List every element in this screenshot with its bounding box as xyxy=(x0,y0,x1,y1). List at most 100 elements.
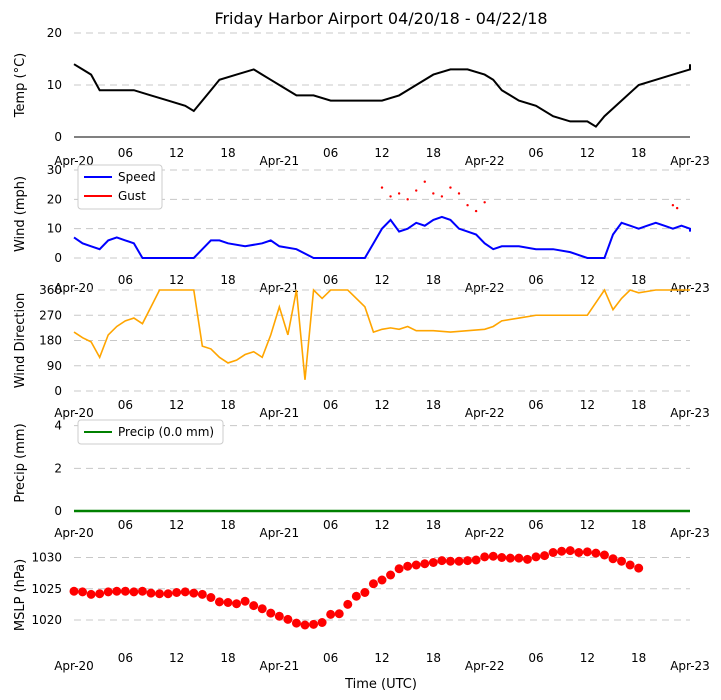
mslp-point xyxy=(146,588,156,598)
mslp-point xyxy=(522,554,532,564)
x-tick-label: 12 xyxy=(580,398,595,412)
mslp-point xyxy=(326,609,336,619)
gust-point xyxy=(415,189,418,192)
y-axis-label: Precip (mm) xyxy=(13,423,28,502)
y-axis-label: Wind Direction xyxy=(13,293,28,389)
mslp-point xyxy=(488,551,498,561)
y-tick-label: 180 xyxy=(39,334,62,348)
x-tick-label: 06 xyxy=(528,651,543,665)
x-tick-label: 06 xyxy=(118,273,133,287)
gust-point xyxy=(380,186,384,189)
x-tick-label: Apr-21 xyxy=(260,659,300,673)
x-tick-label: 06 xyxy=(528,398,543,412)
x-tick-label: 06 xyxy=(323,651,338,665)
y-axis-label: MSLP (hPa) xyxy=(13,559,28,631)
gust-point xyxy=(466,204,469,207)
mslp-point xyxy=(120,586,130,596)
precip-legend: Precip (0.0 mm) xyxy=(77,419,224,445)
x-tick-label: 18 xyxy=(631,518,646,532)
y-tick-label: 30 xyxy=(47,163,62,177)
y-tick-label: 10 xyxy=(47,78,62,92)
x-axis-label: Time (UTC) xyxy=(344,677,417,692)
x-tick-label: Apr-23 xyxy=(670,526,710,540)
mslp-point xyxy=(582,547,592,557)
mslp-point xyxy=(343,599,353,609)
panel-precip: 0 2 4 Precip (mm) Apr-20 06 12 18 Apr-21 06 12 18 Ap… xyxy=(13,419,710,540)
x-tick-label: 12 xyxy=(169,518,184,532)
gust-point xyxy=(389,195,392,198)
x-tick-label: 12 xyxy=(580,146,595,160)
gust-point xyxy=(432,192,435,195)
mslp-point xyxy=(189,588,199,598)
x-tick-label: 18 xyxy=(426,518,441,532)
mslp-point xyxy=(454,556,464,566)
gust-point xyxy=(483,201,486,204)
x-tick-label: 06 xyxy=(118,518,133,532)
mslp-point xyxy=(599,550,609,560)
mslp-point xyxy=(197,589,207,599)
y-axis-label: Wind (mph) xyxy=(13,176,28,252)
mslp-point xyxy=(334,609,344,619)
x-tick-label: 12 xyxy=(374,273,389,287)
gust-point xyxy=(423,180,426,183)
mslp-point xyxy=(634,563,644,573)
x-tick-label: 12 xyxy=(169,273,184,287)
x-tick-label: Apr-22 xyxy=(465,406,505,420)
mslp-point xyxy=(214,597,224,607)
x-tick-label: 06 xyxy=(323,146,338,160)
y-tick-label: 1020 xyxy=(31,613,62,627)
mslp-point xyxy=(514,553,524,563)
x-tick-label: Apr-21 xyxy=(260,526,300,540)
y-tick-label: 20 xyxy=(47,26,62,40)
x-tick-label: Apr-21 xyxy=(260,281,300,295)
mslp-point xyxy=(351,591,361,601)
x-tick-label: 12 xyxy=(580,273,595,287)
x-tick-label: Apr-21 xyxy=(260,154,300,168)
mslp-point xyxy=(591,548,601,558)
mslp-point xyxy=(86,589,96,599)
x-tick-label: 06 xyxy=(118,651,133,665)
mslp-point xyxy=(377,575,387,585)
mslp-point xyxy=(428,558,438,567)
mslp-point xyxy=(129,587,139,597)
x-tick-label: Apr-23 xyxy=(670,406,710,420)
x-tick-label: 18 xyxy=(220,398,235,412)
x-tick-label: 18 xyxy=(426,398,441,412)
y-tick-label: 360 xyxy=(39,283,62,297)
gust-point xyxy=(675,206,679,210)
x-tick-label: 12 xyxy=(169,398,184,412)
y-tick-label: 270 xyxy=(39,308,62,322)
mslp-point xyxy=(411,560,421,570)
x-tick-label: Apr-23 xyxy=(670,659,710,673)
x-tick-label: Apr-22 xyxy=(465,154,505,168)
x-tick-label: 18 xyxy=(220,146,235,160)
x-tick-label: 12 xyxy=(374,398,389,412)
panel-direction: 0 90 180 270 360 Wind Direction Apr-20 06 12 18 Ap… xyxy=(13,283,710,420)
x-tick-label: 06 xyxy=(528,518,543,532)
y-tick-label: 90 xyxy=(47,359,62,373)
mslp-point xyxy=(257,604,267,614)
gust-point xyxy=(449,186,452,189)
mslp-point xyxy=(505,553,515,563)
mslp-point xyxy=(463,556,473,566)
mslp-point xyxy=(291,618,301,628)
mslp-point xyxy=(309,619,319,629)
mslp-point xyxy=(232,599,242,609)
chart-title: Friday Harbor Airport 04/20/18 - 04/22/1… xyxy=(214,9,547,28)
mslp-point xyxy=(437,556,447,566)
x-tick-label: Apr-20 xyxy=(54,526,94,540)
x-tick-label: 18 xyxy=(220,518,235,532)
legend-speed-label: Speed xyxy=(118,170,156,184)
mslp-point xyxy=(360,588,370,597)
mslp-point xyxy=(608,554,618,564)
mslp-point xyxy=(69,586,79,596)
panel-wind: 0 10 20 30 Wind (mph) Apr-20 06 12 18 Apr-21 06 12 1… xyxy=(13,163,710,295)
y-tick-label: 20 xyxy=(47,192,62,206)
x-tick-label: 18 xyxy=(631,273,646,287)
gust-point xyxy=(671,204,675,207)
x-tick-label: 12 xyxy=(374,651,389,665)
x-tick-label: 12 xyxy=(374,146,389,160)
